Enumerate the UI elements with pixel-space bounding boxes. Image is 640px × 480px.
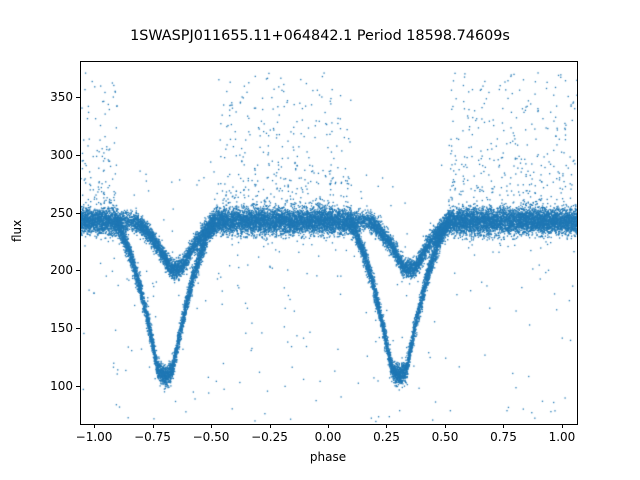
x-tick-label: −0.50 <box>192 430 230 444</box>
y-tick-label: 250 <box>50 205 73 220</box>
y-tick-mark <box>76 270 80 272</box>
y-tick-label: 100 <box>50 378 73 393</box>
x-tick-mark <box>503 424 505 428</box>
x-tick-label: 0.00 <box>314 430 342 444</box>
y-tick-label: 300 <box>50 147 73 162</box>
x-tick-mark <box>211 424 213 428</box>
y-tick-label: 350 <box>50 89 73 104</box>
x-tick-mark <box>152 424 154 428</box>
x-tick-mark <box>444 424 446 428</box>
y-axis-label: flux <box>10 219 24 242</box>
x-axis-label: phase <box>309 450 347 464</box>
x-tick-mark <box>269 424 271 428</box>
y-tick-label: 150 <box>50 321 73 336</box>
x-tick-label: 0.25 <box>373 430 400 444</box>
y-tick-mark <box>76 154 80 156</box>
x-tick-label: 0.75 <box>490 430 517 444</box>
y-tick-mark <box>76 385 80 387</box>
y-tick-label: 200 <box>50 263 73 278</box>
y-tick-mark <box>76 212 80 214</box>
x-tick-mark <box>328 424 329 428</box>
x-tick-mark <box>386 424 388 428</box>
x-tick-label: −0.25 <box>251 430 288 444</box>
x-tick-mark <box>561 424 563 428</box>
y-tick-mark <box>76 328 80 330</box>
x-tick-label: 0.50 <box>431 430 459 444</box>
x-tick-label: −1.00 <box>75 430 113 444</box>
x-tick-label: 1.00 <box>548 430 576 444</box>
y-tick-mark <box>76 96 80 98</box>
scatter-plot-canvas <box>81 62 577 424</box>
page-title: 1SWASPJ011655.11+064842.1 Period 18598.7… <box>130 28 510 44</box>
x-tick-mark <box>94 424 96 428</box>
x-tick-label: −0.75 <box>134 430 171 444</box>
